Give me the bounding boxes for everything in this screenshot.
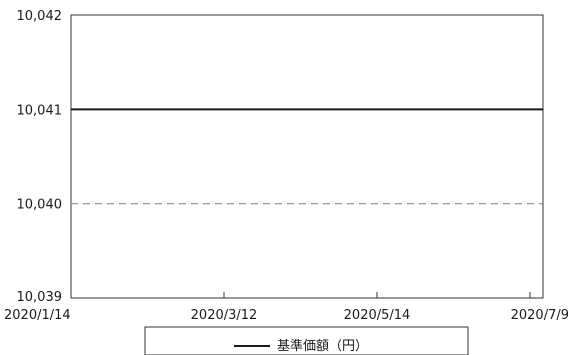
plot-frame [70, 14, 544, 299]
x-tick-label: 2020/1/14 [4, 308, 71, 323]
y-tick-label: 10,040 [17, 198, 63, 213]
y-axis-ticks: 10,042 10,041 10,040 10,039 [17, 9, 63, 305]
legend-box: 基準価額（円） [144, 326, 469, 355]
y-tick-label: 10,041 [17, 103, 63, 118]
y-tick-label: 10,042 [17, 9, 63, 24]
x-tick-label: 2020/7/9 [511, 308, 569, 323]
x-tick-label: 2020/3/12 [191, 308, 258, 323]
legend-label: 基準価額（円） [277, 338, 368, 354]
x-tick-label: 2020/5/14 [344, 308, 411, 323]
y-tick-label: 10,039 [17, 290, 63, 305]
x-axis-ticks: 2020/1/14 2020/3/12 2020/5/14 2020/7/9 [4, 292, 569, 323]
